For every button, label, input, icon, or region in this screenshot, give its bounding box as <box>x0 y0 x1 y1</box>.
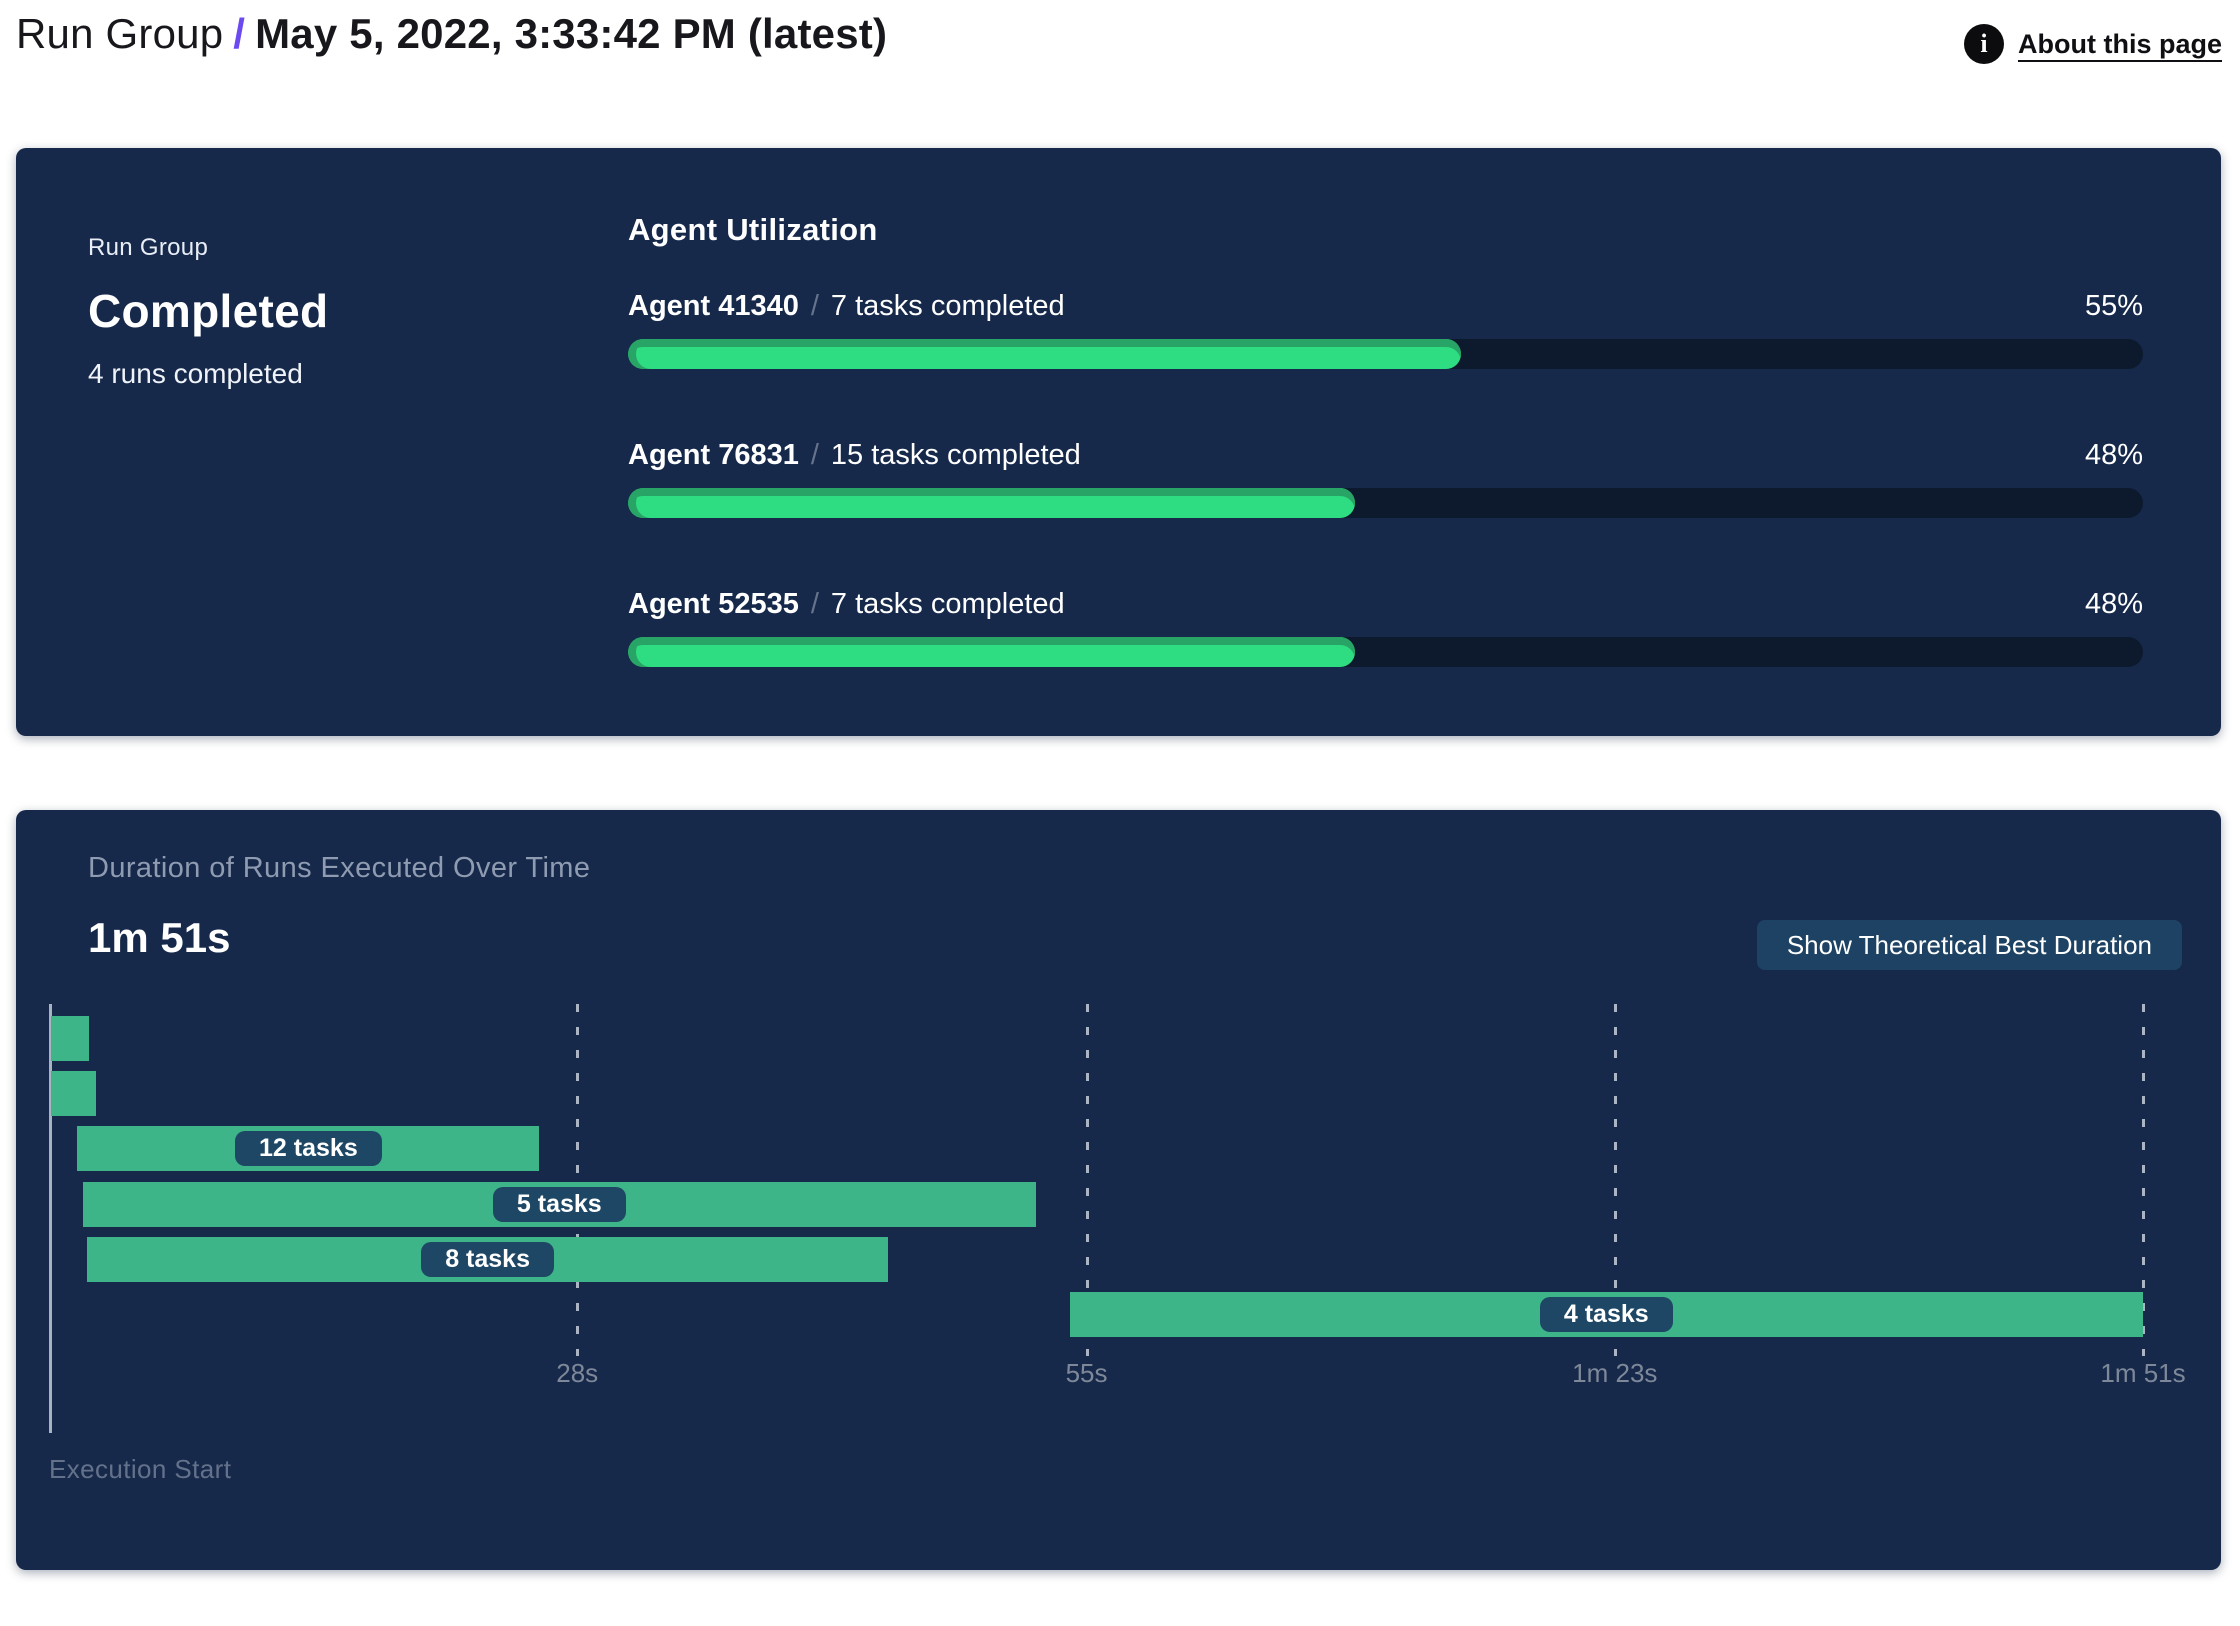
run-task-count-badge: 5 tasks <box>492 1186 626 1222</box>
axis-tick-label: 1m 23s <box>1572 1358 1658 1388</box>
utilization-progress-track <box>628 488 2143 518</box>
agent-name: Agent 52535 <box>628 588 799 620</box>
gridline <box>576 1004 580 1356</box>
agent-utilization-section: Agent Utilization Agent 41340 / 7 tasks … <box>628 212 2143 737</box>
status-text: Completed <box>88 285 329 337</box>
run-bar[interactable]: 8 tasks <box>86 1236 889 1282</box>
run-task-count-badge: 12 tasks <box>235 1131 382 1167</box>
about-this-page-link[interactable]: i About this page <box>1964 24 2222 64</box>
execution-start-line <box>49 1004 52 1433</box>
breadcrumb-separator: / <box>233 10 246 57</box>
breadcrumb: Run Group <box>16 10 224 57</box>
about-link-label: About this page <box>2018 28 2222 59</box>
info-icon: i <box>1964 24 2004 64</box>
agent-utilization-title: Agent Utilization <box>628 212 878 247</box>
gridline <box>1085 1004 1089 1356</box>
duration-panel: Duration of Runs Executed Over Time 1m 5… <box>16 810 2221 1570</box>
agent-name: Agent 41340 <box>628 290 799 322</box>
utilization-progress-fill <box>628 339 1462 369</box>
agent-row-header: Agent 41340 / 7 tasks completed 55% <box>628 290 2143 323</box>
page-title: Run Group / May 5, 2022, 3:33:42 PM (lates… <box>16 10 887 58</box>
top-header: Run Group / May 5, 2022, 3:33:42 PM (lates… <box>16 10 2222 64</box>
agent-rows: Agent 41340 / 7 tasks completed 55% Agen… <box>628 290 2143 667</box>
total-duration-value: 1m 51s <box>88 914 231 961</box>
show-theoretical-best-duration-button[interactable]: Show Theoretical Best Duration <box>1756 920 2182 970</box>
agent-row: Agent 52535 / 7 tasks completed 48% <box>628 588 2143 667</box>
axis-tick-label: 28s <box>556 1358 599 1388</box>
agent-tasks-completed: 15 tasks completed <box>830 439 1081 471</box>
agent-separator: / <box>810 290 819 322</box>
run-bar[interactable] <box>50 1016 89 1061</box>
agent-tasks-completed: 7 tasks completed <box>830 290 1065 322</box>
agent-row-header: Agent 76831 / 15 tasks completed 48% <box>628 439 2143 472</box>
agent-name: Agent 76831 <box>628 439 799 471</box>
utilization-progress-track <box>628 339 2143 369</box>
run-group-panel: Run Group Completed 4 runs completed Age… <box>16 148 2221 736</box>
agent-row: Agent 76831 / 15 tasks completed 48% <box>628 439 2143 518</box>
utilization-progress-fill <box>628 488 1356 518</box>
agent-utilization-percent: 48% <box>2084 439 2143 471</box>
gridline <box>2142 1004 2145 1356</box>
axis-tick-label: 55s <box>1065 1358 1108 1388</box>
runs-completed-text: 4 runs completed <box>88 358 303 389</box>
gantt-chart: 28s 55s 1m 23s 1m 51s 12 tasks 5 tasks 8 tasks… <box>16 810 2221 1570</box>
agent-utilization-percent: 55% <box>2084 290 2143 322</box>
agent-row-header: Agent 52535 / 7 tasks completed 48% <box>628 588 2143 621</box>
run-task-count-badge: 4 tasks <box>1539 1297 1673 1332</box>
agent-tasks-completed: 7 tasks completed <box>830 588 1065 620</box>
run-bar[interactable]: 12 tasks <box>77 1126 540 1172</box>
run-timestamp-title: May 5, 2022, 3:33:42 PM (latest) <box>255 10 888 57</box>
execution-start-label: Execution Start <box>49 1454 232 1484</box>
axis-tick-label: 1m 51s <box>2100 1358 2186 1388</box>
run-bar[interactable] <box>50 1071 97 1117</box>
run-bar[interactable]: 4 tasks <box>1069 1292 2143 1337</box>
run-bar[interactable]: 5 tasks <box>82 1181 1036 1227</box>
duration-chart-title: Duration of Runs Executed Over Time <box>88 852 591 884</box>
run-task-count-badge: 8 tasks <box>421 1241 554 1277</box>
agent-row: Agent 41340 / 7 tasks completed 55% <box>628 290 2143 369</box>
agent-utilization-percent: 48% <box>2084 588 2143 620</box>
utilization-progress-track <box>628 637 2143 667</box>
agent-separator: / <box>810 588 819 620</box>
agent-separator: / <box>810 439 819 471</box>
utilization-progress-fill <box>628 637 1356 667</box>
run-group-label: Run Group <box>88 234 209 261</box>
run-group-summary: Run Group Completed 4 runs completed <box>88 234 328 390</box>
gridline <box>1613 1004 1617 1356</box>
